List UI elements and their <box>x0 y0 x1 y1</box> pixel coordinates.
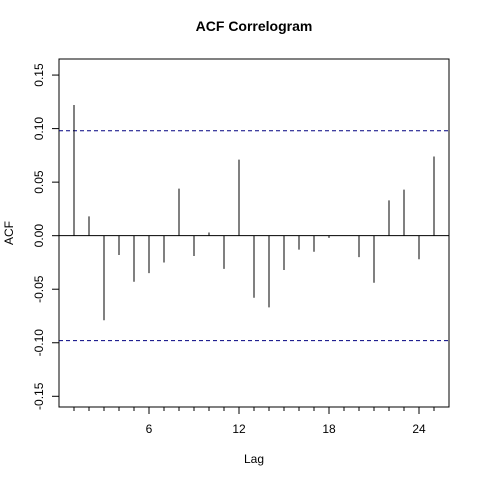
y-tick-label: -0.15 <box>32 382 46 410</box>
x-axis: 6 12 18 24 <box>73 407 435 436</box>
x-tick-label: 12 <box>232 422 246 436</box>
x-tick-label: 18 <box>322 422 336 436</box>
y-tick-label: 0.10 <box>32 117 46 141</box>
y-axis: -0.15 -0.10 -0.05 0.00 0.05 0.10 0.15 <box>32 63 59 410</box>
plot-frame <box>58 58 450 408</box>
y-tick-label: 0.00 <box>32 224 46 248</box>
x-axis-label: Lag <box>244 452 264 466</box>
y-axis-label: ACF <box>2 221 16 245</box>
x-tick-label: 24 <box>412 422 426 436</box>
y-tick-label: 0.05 <box>32 170 46 194</box>
y-tick-label: 0.15 <box>32 63 46 87</box>
chart-title: ACF Correlogram <box>196 18 313 34</box>
x-tick-label: 6 <box>146 422 153 436</box>
plot-marks <box>59 105 449 342</box>
y-tick-label: -0.10 <box>32 329 46 357</box>
y-tick-label: -0.05 <box>32 275 46 303</box>
